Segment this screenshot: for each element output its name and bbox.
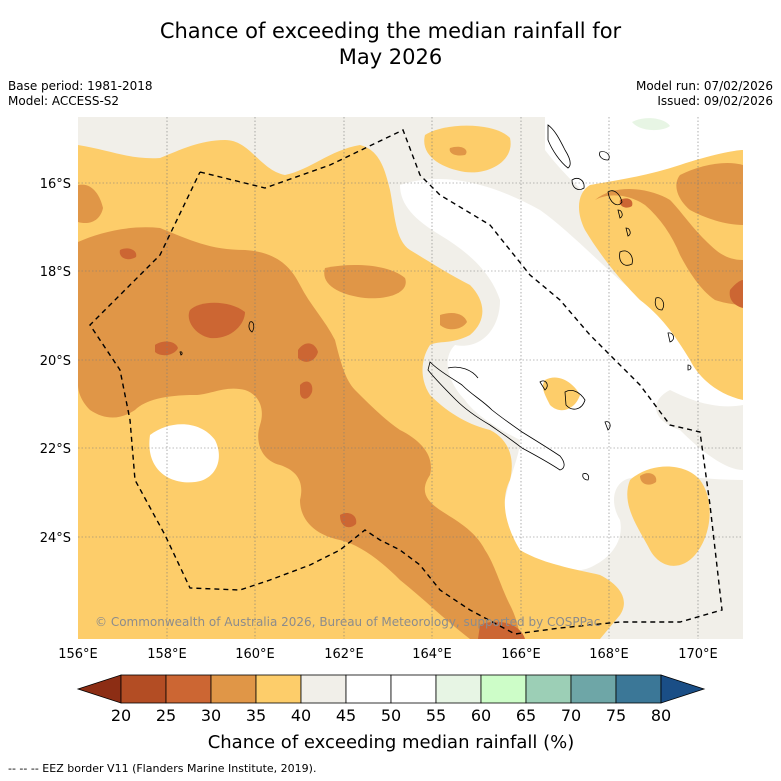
band-25-30-blob3 [298,343,318,362]
colorbar-tick: 55 [426,706,446,725]
meta-left: Base period: 1981-2018 Model: ACCESS-S2 [8,79,153,109]
colorbar-tick: 60 [471,706,491,725]
lat-label-24s: 24°S [40,531,71,546]
band-30-35-north-west [78,184,103,224]
colorbar-seg-30-35 [210,674,257,704]
meta-right: Model run: 07/02/2026 Issued: 09/02/2026 [636,79,773,109]
band-30-35-patch2 [440,312,467,330]
colorbar-tick: 75 [606,706,626,725]
colorbar-seg-45-50 [345,674,392,704]
lat-label-16s: 16°S [40,177,71,192]
graticule [78,117,743,639]
colorbar-tick: 20 [111,706,131,725]
colorbar-tick: 70 [561,706,581,725]
lon-label-162e: 162°E [324,647,364,662]
colorbar-seg-25-30 [165,674,212,704]
model-name: Model: ACCESS-S2 [8,94,120,108]
new-caledonia-coast [427,361,565,471]
rennell-island [248,321,255,333]
band-30-35-patch4 [640,473,657,485]
colorbar: 20 25 30 35 40 45 50 55 60 65 70 75 80 C… [76,674,706,753]
colorbar-seg-70-75 [570,674,617,704]
band-35-40-southeast [627,466,710,566]
vanuatu-south [619,250,692,371]
coastlines [179,124,692,481]
colorbar-tick: 65 [516,706,536,725]
colorbar-cap-high [660,674,706,704]
isle-of-pines [582,473,590,481]
lon-label-170e: 170°E [678,647,718,662]
band-35-40-pocket [424,125,511,173]
colorbar-tick: 45 [336,706,356,725]
colorbar-tick: 30 [201,706,221,725]
vanuatu-central [607,190,631,237]
lon-label-168e: 168°E [589,647,629,662]
colorbar-seg-50-55 [390,674,437,704]
map-title: Chance of exceeding the median rainfall … [0,18,781,70]
lon-label-158e: 158°E [147,647,187,662]
lon-label-166e: 166°E [501,647,541,662]
model-run: Model run: 07/02/2026 [635,79,773,93]
lon-label-156e: 156°E [58,647,98,662]
lat-label-22s: 22°S [40,442,71,457]
walpole-islet [604,421,611,431]
band-30-35-patch1 [324,265,406,299]
band-25-30-blob9 [619,198,633,208]
colorbar-tick: 35 [246,706,266,725]
band-25-30-blob2 [155,341,178,356]
band-25-30-blob7 [119,248,137,260]
band-25-30-blob4 [300,381,313,399]
colorbar-seg-40-45 [300,674,347,704]
colorbar-ticks: 20 25 30 35 40 45 50 55 60 65 70 75 80 [111,706,671,725]
colorbar-tick: 80 [651,706,671,725]
colorbar-seg-75-80 [615,674,662,704]
band-30-35-ne [595,189,743,305]
colorbar-cap-low [76,674,122,704]
colorbar-seg-60-65 [480,674,527,704]
title-line-1: Chance of exceeding the median rainfall … [159,19,622,43]
lat-labels: 16°S 18°S 20°S 22°S 24°S [40,177,71,546]
colorbar-seg-20-25 [120,674,167,704]
new-caledonia-north [447,366,479,379]
colorbar-seg-35-40 [255,674,302,704]
colorbar-title: Chance of exceeding median rainfall (%) [208,732,575,753]
lon-label-160e: 160°E [235,647,275,662]
lon-labels: 156°E 158°E 160°E 162°E 164°E 166°E 168°… [58,647,718,662]
band-55-60-north [632,118,670,131]
band-30-35-main [78,227,520,639]
base-period: Base period: 1981-2018 [8,79,153,93]
colorbar-tick: 25 [156,706,176,725]
loyalty-islands [539,380,586,410]
band-25-30-blob1 [188,302,245,339]
lat-label-18s: 18°S [40,265,71,280]
title-line-2: May 2026 [338,45,443,69]
colorbar-tick: 50 [381,706,401,725]
copyright-text: © Commonwealth of Australia 2026, Bureau… [95,615,600,629]
colorbar-seg-65-70 [525,674,572,704]
band-30-35-patch3 [449,146,467,156]
lat-label-20s: 20°S [40,354,71,369]
vanuatu-north [547,124,610,190]
eez-border [89,129,723,635]
lon-label-164e: 164°E [412,647,452,662]
colorbar-tick: 40 [291,706,311,725]
colorbar-seg-55-60 [435,674,482,704]
band-30-35-ne2 [676,163,743,225]
band-35-40-east [542,377,580,411]
small-islet-west [179,351,183,356]
issued-date: Issued: 09/02/2026 [657,94,773,108]
map-body: © Commonwealth of Australia 2026, Bureau… [78,117,743,639]
band-25-30-blob8 [478,621,525,639]
band-25-30-blob6 [729,280,743,308]
eez-legend: -- -- -- EEZ border V11 (Flanders Marine… [8,762,317,775]
